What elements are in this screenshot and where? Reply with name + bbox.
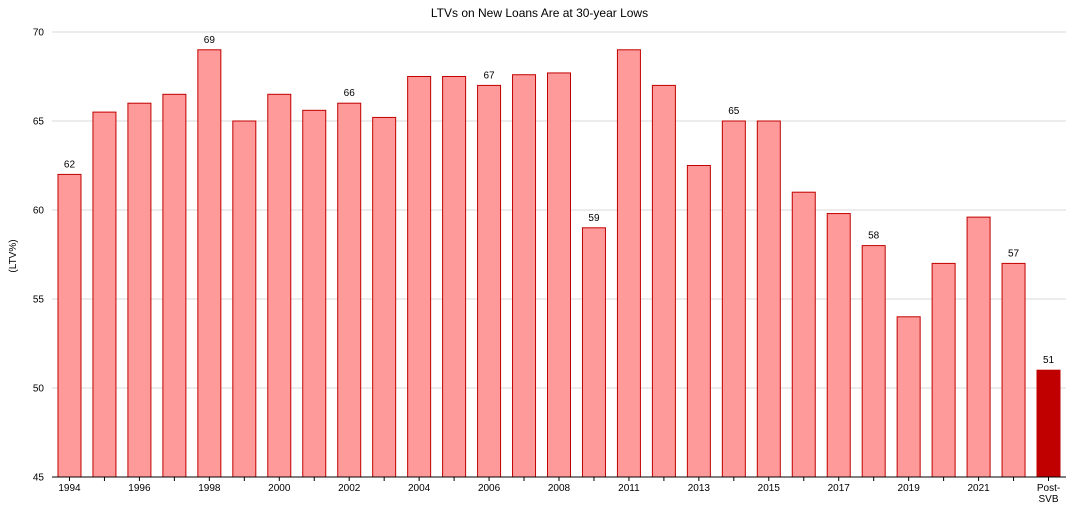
- x-tick-label: 2000: [268, 483, 291, 494]
- bar-2003: [372, 116, 397, 478]
- bar-2004: [407, 76, 432, 478]
- bar-2005: [442, 76, 467, 478]
- chart-title: LTVs on New Loans Are at 30-year Lows: [430, 6, 649, 20]
- bar-2016: [791, 191, 816, 478]
- bar-2020: [931, 262, 956, 478]
- bar-2015: [756, 120, 781, 478]
- bar-2000: [267, 93, 292, 478]
- bar-2014: [721, 120, 746, 478]
- y-tick-label: 65: [33, 117, 45, 128]
- data-label: 57: [1008, 248, 1020, 259]
- x-tick-label: 2002: [338, 483, 361, 494]
- bar-2019: [896, 316, 921, 478]
- data-label: 65: [728, 106, 740, 117]
- y-axis-title: (LTV%): [8, 239, 19, 272]
- bar-2002: [337, 102, 362, 478]
- x-tick-label: 2011: [618, 483, 640, 494]
- bar-1996: [127, 102, 152, 478]
- bar-2006: [477, 84, 502, 478]
- bar-1994: [57, 173, 82, 478]
- x-tick-label: 2021: [967, 483, 990, 494]
- bar-Post-SVB: [1036, 369, 1061, 478]
- y-tick-label: 50: [33, 384, 45, 395]
- x-tick-label: 2013: [688, 483, 711, 494]
- bar-1999: [232, 120, 257, 478]
- x-tick-label: 2017: [828, 483, 851, 494]
- x-tick-label: 1998: [198, 483, 221, 494]
- x-tick-label: 2006: [478, 483, 501, 494]
- y-tick-label: 60: [33, 206, 45, 217]
- y-tick-label: 70: [33, 28, 45, 39]
- data-label: 66: [344, 88, 356, 99]
- bar-2017: [826, 213, 851, 478]
- y-tick-label: 55: [33, 295, 45, 306]
- bar-2007: [512, 74, 537, 478]
- bar-1997: [162, 93, 187, 478]
- data-label: 58: [868, 231, 880, 242]
- bar-2011: [616, 49, 641, 478]
- bar-2010: [581, 227, 606, 478]
- bar-1995: [92, 111, 117, 478]
- x-tick-label: 1996: [128, 483, 151, 494]
- bar-2021: [966, 216, 991, 478]
- bar-1998: [197, 49, 222, 478]
- bar-2013: [686, 165, 711, 478]
- bar-2001: [302, 109, 327, 478]
- bar-2008: [547, 72, 571, 478]
- y-tick-label: 45: [33, 473, 45, 484]
- x-tick-label: 2019: [898, 483, 921, 494]
- bar-2018: [861, 245, 886, 478]
- x-tick-label: Post-SVB: [1037, 483, 1060, 505]
- data-label: 51: [1043, 355, 1055, 366]
- data-label: 67: [484, 70, 496, 81]
- bar-2022: [1001, 262, 1026, 478]
- data-label: 62: [64, 159, 76, 170]
- bar-2012: [651, 84, 676, 478]
- data-label: 59: [588, 213, 600, 224]
- data-label: 69: [204, 35, 216, 46]
- x-tick-label: 2015: [758, 483, 781, 494]
- x-tick-label: 2008: [548, 483, 571, 494]
- x-tick-label: 1994: [58, 483, 81, 494]
- x-tick-label: 2004: [408, 483, 431, 494]
